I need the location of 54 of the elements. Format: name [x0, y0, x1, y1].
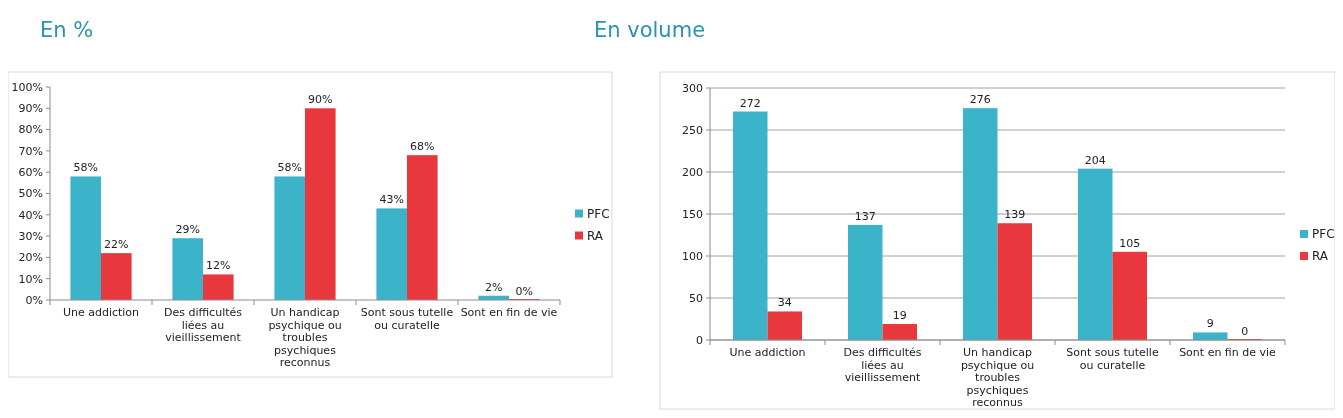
data-label: 105	[1119, 236, 1141, 250]
y-tick-label: 40%	[18, 208, 43, 222]
data-label: 0	[1241, 325, 1249, 338]
data-label: 58%	[73, 161, 98, 175]
x-tick-label: Un handicap psychique ou troubles psychiques reconnus	[268, 306, 342, 369]
data-label: 139	[1004, 208, 1026, 222]
legend-label: PFC	[1312, 227, 1335, 242]
y-tick-label: 70%	[18, 144, 43, 158]
y-tick-label: 20%	[18, 251, 43, 265]
data-label: 137	[854, 209, 876, 223]
y-tick-label: 50	[689, 291, 703, 305]
y-tick-label: 100%	[11, 80, 43, 94]
y-tick-label: 200	[682, 165, 703, 179]
x-tick-label: Un handicap psychique ou troubles psychiques reconnus	[960, 346, 1035, 409]
x-tick-label: Une addiction	[62, 306, 140, 319]
x-tick-label: Sont sous tutelle ou curatelle	[360, 306, 454, 332]
x-tick-label: Une addiction	[729, 346, 806, 359]
data-label: 272	[739, 96, 761, 110]
y-tick-label: 0%	[25, 293, 43, 307]
x-tick-label: Des difficultés liées au vieillissement	[163, 306, 243, 344]
y-tick-label: 80%	[18, 123, 43, 137]
x-tick-label: Sont en fin de vie	[1179, 346, 1277, 359]
data-label: 9	[1206, 317, 1214, 331]
data-label: 34	[777, 296, 792, 310]
data-label: 68%	[410, 140, 435, 154]
x-tick-label: Des difficultés liées au vieillissement	[843, 346, 922, 384]
y-tick-label: 50%	[18, 187, 43, 201]
data-label: 2%	[484, 280, 503, 294]
y-tick-label: 60%	[18, 166, 43, 180]
data-label: 29%	[175, 223, 200, 237]
y-tick-label: 100	[682, 249, 703, 263]
data-label: 90%	[308, 93, 333, 107]
y-tick-label: 0	[696, 333, 703, 347]
data-label: 22%	[104, 238, 129, 252]
y-tick-label: 90%	[18, 102, 43, 116]
data-label: 43%	[379, 193, 404, 207]
x-tick-label: Sont en fin de vie	[460, 306, 558, 319]
y-tick-label: 30%	[18, 229, 43, 243]
y-tick-label: 10%	[18, 272, 43, 286]
data-label: 19	[892, 309, 907, 323]
data-label: 58%	[277, 161, 302, 175]
data-label: 0%	[515, 285, 534, 298]
y-tick-label: 300	[682, 81, 703, 95]
legend-label: RA	[587, 228, 604, 243]
chart-title: En volume	[594, 18, 706, 42]
data-label: 276	[969, 93, 991, 107]
data-label: 12%	[206, 259, 231, 273]
legend-label: RA	[1312, 249, 1329, 264]
y-tick-label: 250	[682, 123, 703, 137]
x-tick-label: Sont sous tutelle ou curatelle	[1066, 346, 1159, 372]
legend-label: PFC	[587, 206, 610, 221]
chart-title: En %	[40, 18, 94, 42]
data-label: 204	[1084, 153, 1106, 167]
y-tick-label: 150	[682, 207, 703, 221]
